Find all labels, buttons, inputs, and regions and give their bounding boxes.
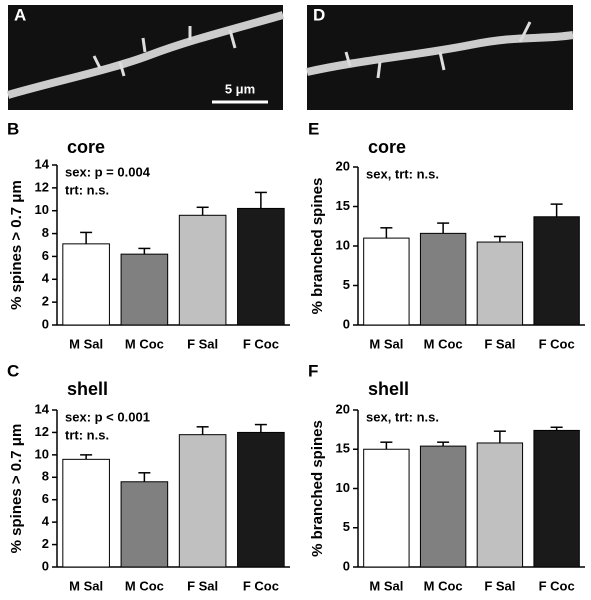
x-tick-label: M Coc xyxy=(424,578,463,593)
panel-label: C xyxy=(7,361,19,380)
bar xyxy=(363,237,410,326)
dendrite xyxy=(306,31,574,76)
y-tick-label: 12 xyxy=(35,424,49,439)
y-tick-label: 6 xyxy=(42,248,49,263)
x-tick-label: F Sal xyxy=(484,336,515,351)
x-tick-label: F Coc xyxy=(243,578,279,593)
y-tick-label: 8 xyxy=(42,469,49,484)
y-tick-label: 6 xyxy=(42,491,49,506)
y-tick-label: 4 xyxy=(42,514,50,529)
y-tick-label: 10 xyxy=(35,202,49,217)
y-tick-label: 20 xyxy=(336,158,350,173)
bar xyxy=(62,458,110,568)
bar xyxy=(178,434,227,568)
y-tick-label: 5 xyxy=(343,519,350,534)
micrograph-d: D xyxy=(306,5,574,110)
bar xyxy=(237,207,285,326)
y-tick-label: 10 xyxy=(336,237,350,252)
x-tick-label: M Sal xyxy=(369,578,403,593)
y-tick-label: 15 xyxy=(336,441,350,456)
panel-label: A xyxy=(14,5,26,24)
bar xyxy=(419,232,467,326)
bar xyxy=(533,216,580,326)
y-tick-label: 14 xyxy=(35,401,50,416)
bar xyxy=(178,214,227,326)
x-tick-label: M Coc xyxy=(125,336,164,351)
bar xyxy=(533,429,580,568)
micrograph-a: A 5 μm xyxy=(6,5,285,110)
y-tick-label: 0 xyxy=(42,558,49,573)
annotation: sex: p < 0.001 xyxy=(65,409,150,424)
x-tick-label: F Coc xyxy=(539,336,575,351)
annotation: sex, trt: n.s. xyxy=(366,409,439,424)
bar xyxy=(120,253,169,326)
chart-title: shell xyxy=(67,379,108,399)
y-axis-label: % spines > 0.7 μm xyxy=(8,180,25,310)
chart-title: shell xyxy=(368,379,409,399)
y-tick-label: 2 xyxy=(42,294,49,309)
y-tick-label: 12 xyxy=(35,179,49,194)
bar xyxy=(62,243,110,326)
y-tick-label: 14 xyxy=(35,156,50,171)
panel-label: F xyxy=(308,361,318,380)
x-tick-label: M Coc xyxy=(125,578,164,593)
y-tick-label: 15 xyxy=(336,198,350,213)
bar xyxy=(476,241,524,326)
y-tick-label: 2 xyxy=(42,536,49,551)
spines xyxy=(344,21,532,79)
panel-label: D xyxy=(313,5,325,24)
y-tick-label: 8 xyxy=(42,225,49,240)
bar xyxy=(237,431,285,568)
x-tick-label: F Sal xyxy=(187,578,218,593)
y-tick-label: 10 xyxy=(35,446,49,461)
bar xyxy=(363,448,410,568)
x-tick-label: M Sal xyxy=(69,578,103,593)
y-tick-label: 0 xyxy=(42,316,49,331)
annotation: trt: n.s. xyxy=(65,182,109,197)
bar xyxy=(419,445,467,568)
chart-title: core xyxy=(368,137,406,157)
y-tick-label: 5 xyxy=(343,277,350,292)
scale-bar-label: 5 μm xyxy=(225,81,255,96)
annotation: sex: p = 0.004 xyxy=(65,164,151,179)
x-tick-label: F Sal xyxy=(187,336,218,351)
x-tick-label: M Coc xyxy=(424,336,463,351)
x-tick-label: M Sal xyxy=(69,336,103,351)
bar xyxy=(476,442,524,568)
y-axis-label: % branched spines xyxy=(309,178,326,315)
y-tick-label: 0 xyxy=(343,558,350,573)
x-tick-label: M Sal xyxy=(369,336,403,351)
annotation: sex, trt: n.s. xyxy=(366,166,439,181)
y-tick-label: 0 xyxy=(343,316,350,331)
bar xyxy=(120,481,169,568)
y-tick-label: 4 xyxy=(42,271,50,286)
panel-label: B xyxy=(7,119,19,138)
annotation: trt: n.s. xyxy=(65,427,109,442)
y-tick-label: 10 xyxy=(336,480,350,495)
chart-title: core xyxy=(67,137,105,157)
y-axis-label: % spines > 0.7 μm xyxy=(8,424,25,554)
spines xyxy=(92,26,237,77)
panel-label: E xyxy=(308,119,319,138)
x-tick-label: F Coc xyxy=(243,336,279,351)
x-tick-label: F Sal xyxy=(484,578,515,593)
y-tick-label: 20 xyxy=(336,401,350,416)
y-axis-label: % branched spines xyxy=(309,420,326,557)
dendrite xyxy=(6,11,285,99)
x-tick-label: F Coc xyxy=(539,578,575,593)
